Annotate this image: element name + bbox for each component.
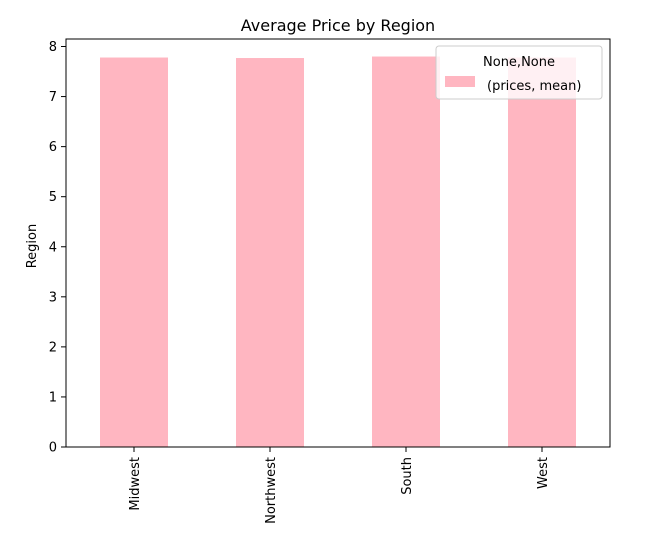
legend: None,None (prices, mean) <box>435 45 603 100</box>
y-tick-label: 0 <box>49 441 57 456</box>
legend-swatch <box>445 76 475 87</box>
y-tick-label: 6 <box>49 140 57 155</box>
x-axis: Midwest Northwest South West <box>128 447 551 524</box>
x-tick-label: West <box>536 457 551 489</box>
y-tick-label: 1 <box>49 390 57 405</box>
chart-title: Average Price by Region <box>241 16 435 35</box>
plot-frame <box>65 38 611 448</box>
y-tick-label: 4 <box>49 240 57 255</box>
y-tick-label: 7 <box>49 90 57 105</box>
y-axis: 0 1 2 3 4 5 6 7 8 <box>49 40 66 456</box>
y-tick-label: 5 <box>49 190 57 205</box>
x-tick-label: Midwest <box>128 457 143 511</box>
legend-title: None,None <box>483 55 555 70</box>
bar-midwest <box>100 57 168 448</box>
bars-layer <box>100 56 576 448</box>
bar-south <box>372 56 440 448</box>
y-tick-label: 8 <box>49 40 57 55</box>
y-tick-label: 2 <box>49 340 57 355</box>
bar-west <box>508 57 576 448</box>
legend-frame <box>435 45 603 100</box>
bar-northwest <box>236 58 304 448</box>
legend-label: (prices, mean) <box>487 79 581 94</box>
y-axis-label: Region <box>25 224 40 269</box>
x-tick-label: Northwest <box>264 457 279 524</box>
x-tick-label: South <box>400 457 415 495</box>
y-tick-label: 3 <box>49 290 57 305</box>
